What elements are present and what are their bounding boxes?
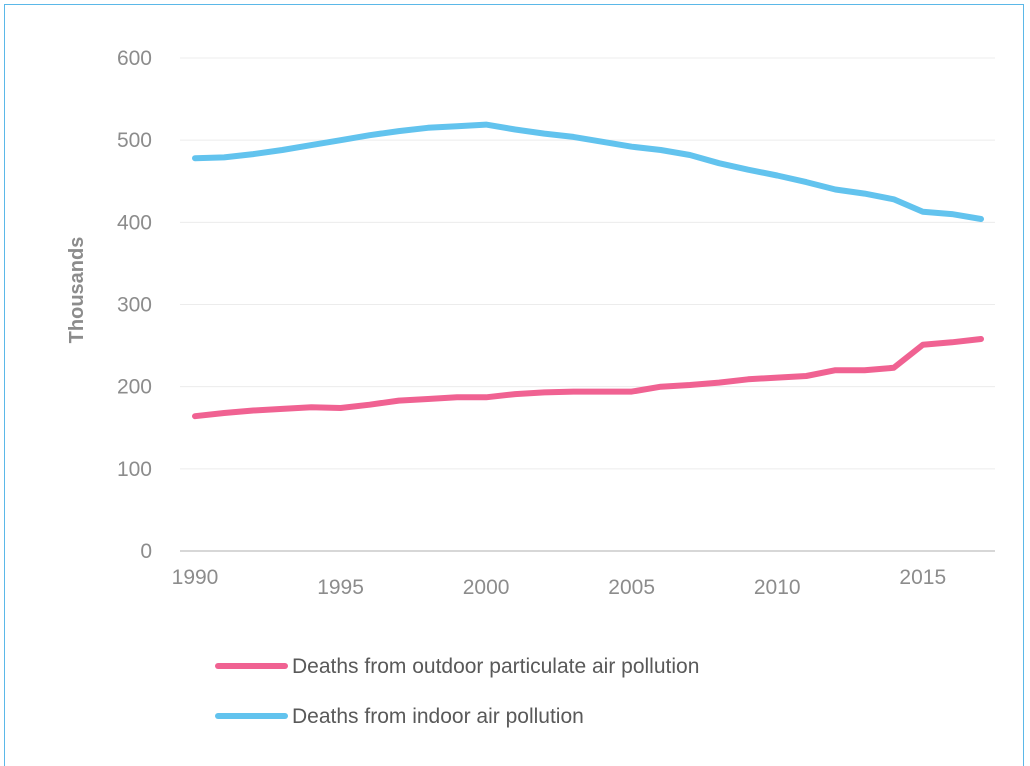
x-tick-label: 1990 bbox=[172, 566, 219, 589]
series-lines bbox=[192, 121, 984, 420]
series-line-1 bbox=[192, 336, 984, 420]
chart-frame bbox=[4, 4, 1024, 766]
y-tick-label: 400 bbox=[117, 211, 152, 234]
y-tick-label: 600 bbox=[117, 47, 152, 70]
x-axis-ticks: 1990 1995 2000 2005 2010 2015 bbox=[172, 566, 946, 599]
y-tick-label: 300 bbox=[117, 294, 152, 317]
legend: Deaths from outdoor particulate air poll… bbox=[215, 655, 699, 728]
gridlines bbox=[180, 57, 995, 552]
x-tick-label: 2005 bbox=[608, 576, 655, 599]
y-axis-label: Thousands bbox=[66, 237, 88, 344]
y-tick-label: 200 bbox=[117, 376, 152, 399]
legend-label: Deaths from outdoor particulate air poll… bbox=[292, 655, 699, 678]
y-tick-label: 100 bbox=[117, 458, 152, 481]
y-tick-label: 500 bbox=[117, 129, 152, 152]
x-tick-label: 1995 bbox=[317, 576, 364, 599]
y-axis-ticks: 0 100 200 300 400 500 600 bbox=[117, 47, 152, 563]
series-line-2 bbox=[192, 121, 984, 222]
x-tick-label: 2000 bbox=[463, 576, 510, 599]
legend-label: Deaths from indoor air pollution bbox=[292, 705, 584, 728]
x-tick-label: 2015 bbox=[899, 566, 946, 589]
x-tick-label: 2010 bbox=[754, 576, 801, 599]
y-tick-label: 0 bbox=[140, 540, 152, 563]
